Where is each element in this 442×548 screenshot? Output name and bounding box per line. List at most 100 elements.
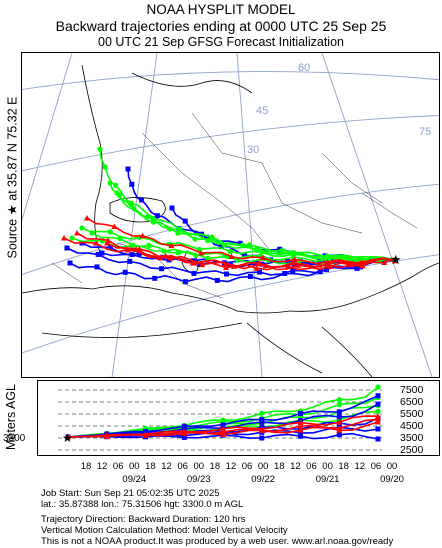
profile-red-marker xyxy=(297,423,304,429)
trajectory-green-marker xyxy=(227,248,233,255)
date-label: 09/24 xyxy=(122,474,146,485)
trajectory-red-marker xyxy=(324,258,331,265)
trajectory-red-marker xyxy=(198,250,205,256)
time-tick-label: 00 xyxy=(322,461,333,472)
trajectory-green-marker xyxy=(279,247,285,253)
time-tick-label: 06 xyxy=(306,461,317,472)
trajectory-red-marker xyxy=(74,230,80,236)
graticule-labels: 60 45 30 75 xyxy=(247,62,431,156)
trajectory-green-marker xyxy=(97,146,103,152)
trajectory-green-marker xyxy=(117,236,123,242)
trajectory-red-marker xyxy=(285,263,291,269)
trajectory-blue-marker xyxy=(95,251,101,257)
trajectory-green-marker xyxy=(221,242,227,248)
source-height-star-icon: ★ xyxy=(62,431,73,445)
trajectory-blue-marker xyxy=(196,261,202,267)
trajectory-blue-marker xyxy=(317,269,323,275)
profile-red-marker xyxy=(297,427,304,433)
coastlines xyxy=(21,64,440,378)
trajectory-red-marker xyxy=(316,262,323,268)
trajectory-green-marker xyxy=(291,250,297,256)
profile-blue-marker xyxy=(298,433,303,439)
height-tick: 6500 xyxy=(400,396,424,408)
profile-blue-marker xyxy=(298,430,303,436)
date-label: 09/21 xyxy=(316,474,340,485)
profile-red-marker xyxy=(336,427,343,433)
time-tick-label: 18 xyxy=(274,461,285,472)
trajectory-red-marker xyxy=(294,262,301,268)
trajectory-green-marker xyxy=(167,226,173,232)
trajectory-red-marker xyxy=(139,232,146,239)
trajectory-green-marker xyxy=(79,225,85,231)
time-tick-label: 12 xyxy=(355,461,366,472)
date-label: 09/22 xyxy=(251,474,275,485)
trajectory-green-marker xyxy=(332,254,338,261)
profile-green-marker xyxy=(259,410,265,416)
profile-blue-marker xyxy=(375,401,381,407)
time-tick-label: 00 xyxy=(387,461,398,472)
profile-blue-marker xyxy=(336,414,342,420)
profile-blue-marker xyxy=(220,422,226,428)
trajectory-red-marker xyxy=(228,253,235,259)
trajectory-blue-marker xyxy=(127,258,133,264)
vertical-profile-chart: ★ 7500 6500 5500 4500 3500 2500 xyxy=(37,380,440,456)
trajectory-blue-marker xyxy=(99,250,105,256)
profile-red-marker xyxy=(258,427,265,433)
profile-green-marker xyxy=(375,384,381,390)
info-direction: Trajectory Direction: Backward Duration:… xyxy=(41,514,246,525)
date-label: 09/23 xyxy=(187,474,211,485)
info-job-start: Job Start: Sun Sep 21 05:02:35 UTC 2025 xyxy=(41,488,220,499)
trajectory-blue-marker xyxy=(277,246,283,252)
profile-red-marker xyxy=(220,431,226,437)
trajectory-blue-marker xyxy=(290,268,296,273)
trajectory-green-marker xyxy=(239,242,246,248)
trajectory-red-marker xyxy=(111,223,118,229)
info-disclaimer: This is not a NOAA product.It was produc… xyxy=(41,536,394,547)
trajectories xyxy=(61,146,398,285)
profile-green-marker xyxy=(336,397,342,403)
trajectory-red-marker xyxy=(392,257,398,263)
trajectory-blue-marker xyxy=(129,181,135,187)
profile-red-marker xyxy=(297,419,304,426)
profile-red-marker xyxy=(65,434,71,440)
trajectory-green-marker xyxy=(192,236,198,242)
profile-red-marker xyxy=(375,413,381,419)
trajectory-red-marker xyxy=(262,262,269,268)
profile-blue-marker xyxy=(375,436,381,442)
trajectory-green-marker xyxy=(247,242,253,248)
time-tick-label: 06 xyxy=(242,461,253,472)
country-borders xyxy=(51,112,418,299)
trajectory-red xyxy=(106,242,396,271)
title-line-2: Backward trajectories ending at 0000 UTC… xyxy=(55,18,387,34)
trajectory-blue-marker xyxy=(218,244,224,250)
time-tick-label: 18 xyxy=(81,461,92,472)
trajectory-green-marker xyxy=(107,180,113,186)
time-tick-label: 06 xyxy=(371,461,382,472)
trajectory-blue-marker xyxy=(139,197,145,203)
profile-blue-marker xyxy=(181,423,187,429)
trajectory-green-marker xyxy=(102,164,108,170)
info-vertical-method: Vertical Motion Calculation Method: Mode… xyxy=(41,525,288,536)
trajectory-red-marker xyxy=(223,264,229,270)
profile-red-marker xyxy=(336,419,343,425)
profile-red-marker xyxy=(142,432,149,438)
profile-green-marker xyxy=(336,401,342,408)
trajectory-blue-marker xyxy=(241,253,247,259)
profile-blue-marker xyxy=(336,409,342,415)
trajectory-blue-marker xyxy=(257,269,262,275)
title-line-1: NOAA HYSPLIT MODEL xyxy=(146,2,296,17)
trajectory-blue-marker xyxy=(136,250,142,256)
profile-green-marker xyxy=(375,408,381,414)
trajectory-blue-marker xyxy=(282,271,288,276)
trajectory-red-marker xyxy=(291,256,298,262)
time-tick-label: 00 xyxy=(193,461,204,472)
trajectory-blue-marker xyxy=(237,240,243,246)
trajectory-red-marker xyxy=(359,262,366,269)
trajectory-red-marker xyxy=(61,235,67,241)
time-tick-label: 18 xyxy=(145,461,156,472)
trajectory-blue-marker xyxy=(152,275,158,281)
time-tick-label: 12 xyxy=(161,461,172,472)
trajectory-blue-marker xyxy=(247,274,253,279)
trajectory-green-marker xyxy=(69,235,75,241)
time-tick-label: 00 xyxy=(258,461,269,472)
